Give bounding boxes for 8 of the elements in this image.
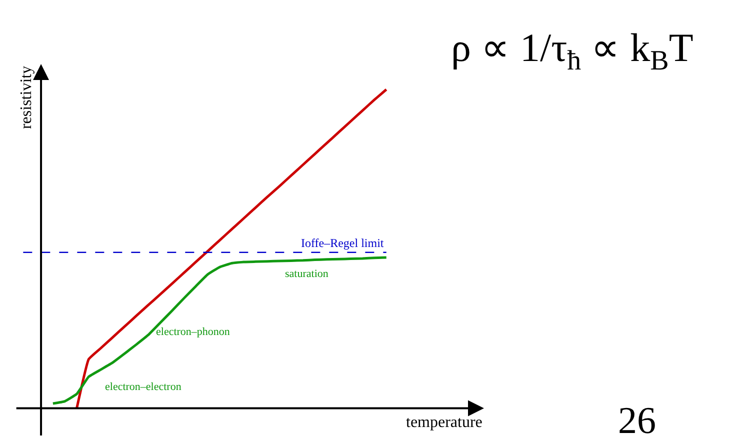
annotation: electron–phonon [156,326,230,338]
annotation: saturation [285,268,329,280]
ref-line-label: Ioffe–Regel limit [301,236,384,250]
annotation: electron–electron [105,381,182,393]
text: ρ ∝ 1/τ$_{ħ}$ ∝ k$_{B}$T [451,25,694,76]
y-axis-title: resistivity [18,66,36,130]
text: 26 [618,400,656,437]
x-axis-title: temperature [406,414,482,431]
